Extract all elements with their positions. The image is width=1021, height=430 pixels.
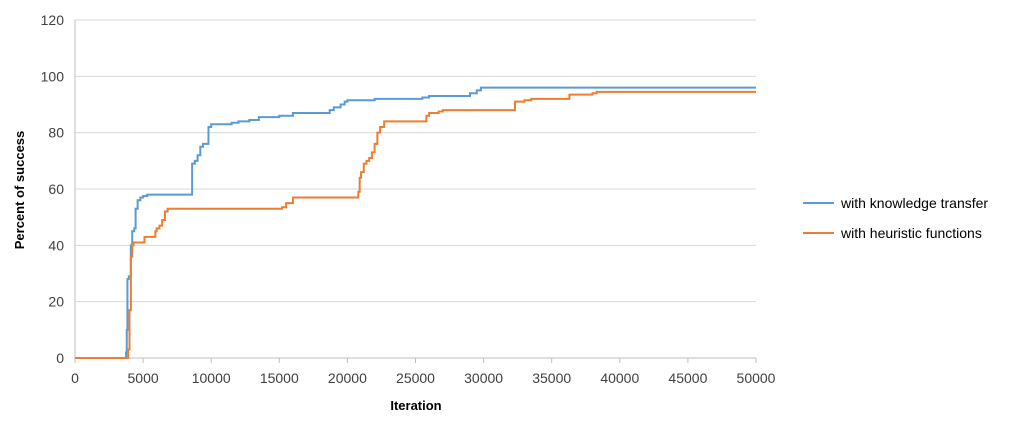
gridlines <box>75 19 756 303</box>
y-tick-label: 20 <box>48 294 64 310</box>
x-tick-label: 30000 <box>464 370 503 386</box>
x-tick-label: 45000 <box>668 370 707 386</box>
y-tick-label: 120 <box>41 12 65 28</box>
x-tick-label: 20000 <box>328 370 367 386</box>
y-tick-label: 100 <box>41 68 65 84</box>
series-lines <box>75 86 756 359</box>
series-line-2 <box>75 90 756 359</box>
y-tick-label: 40 <box>48 237 64 253</box>
series-line-1 <box>75 86 756 359</box>
x-tick-label: 25000 <box>396 370 435 386</box>
x-tick-label: 0 <box>71 370 79 386</box>
legend-label-1: with knowledge transfer <box>840 195 988 211</box>
x-tick-labels: 0 5000 10000 15000 20000 25000 30000 35000 40000… <box>71 358 776 386</box>
y-tick-label: 80 <box>48 125 64 141</box>
x-tick-label: 10000 <box>192 370 231 386</box>
x-tick-label: 50000 <box>737 370 776 386</box>
x-tick-label: 35000 <box>532 370 571 386</box>
legend-label-2: with heuristic functions <box>840 225 982 241</box>
legend: with knowledge transfer with heuristic fu… <box>803 195 988 241</box>
x-tick-label: 40000 <box>600 370 639 386</box>
x-tick-label: 5000 <box>128 370 159 386</box>
y-tick-label: 0 <box>56 350 64 366</box>
y-axis-title: Percent of success <box>12 131 27 250</box>
x-axis-title: Iteration <box>390 398 441 413</box>
y-tick-label: 60 <box>48 181 64 197</box>
y-tick-labels: 0 20 40 60 80 100 120 <box>41 12 65 366</box>
x-tick-label: 15000 <box>260 370 299 386</box>
